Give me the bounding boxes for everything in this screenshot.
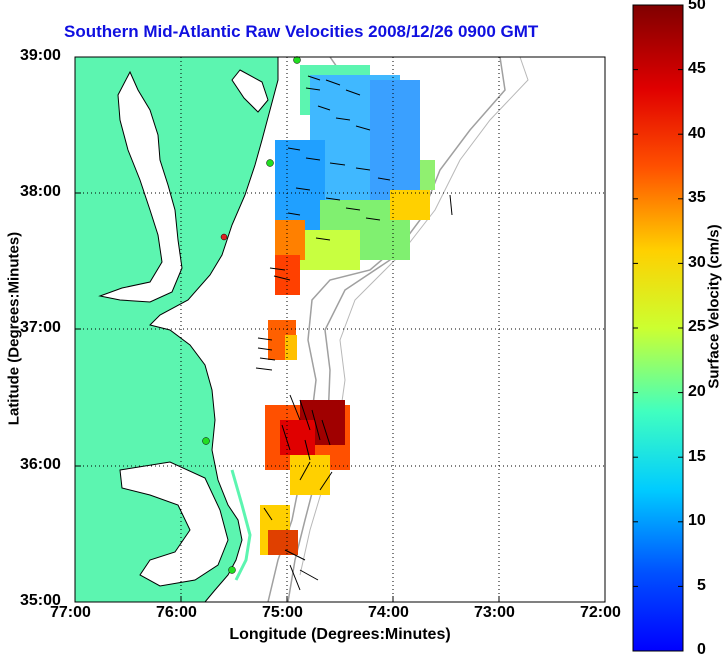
colorbar-tick-label: 20 — [688, 383, 706, 400]
colorbar-tick-label: 40 — [688, 125, 706, 142]
colorbar-ticks — [633, 69, 683, 587]
colorbar-tick-label: 5 — [697, 577, 706, 594]
x-tick-label: 73:00 — [474, 604, 515, 621]
y-tick-label: 38:00 — [20, 183, 61, 200]
y-tick-label: 39:00 — [20, 47, 61, 64]
axis-ticks — [75, 192, 500, 602]
x-tick-label: 77:00 — [50, 604, 91, 621]
chesapeake-bay — [98, 70, 183, 303]
station-marker-3 — [220, 233, 228, 241]
y-tick-label: 36:00 — [20, 456, 61, 473]
station-marker-4 — [202, 437, 210, 445]
colorbar-label: Surface Velocity (cm/s) — [705, 224, 723, 389]
x-tick-label: 75:00 — [262, 604, 303, 621]
grid-lines — [75, 57, 605, 602]
x-tick-label: 76:00 — [156, 604, 197, 621]
colorbar-tick-label: 50 — [688, 0, 706, 13]
x-tick-label: 72:00 — [580, 604, 621, 621]
y-tick-label: 35:00 — [20, 592, 61, 609]
x-axis-label: Longitude (Degrees:Minutes) — [229, 626, 451, 643]
y-axis-label: Latitude (Degrees:Minutes) — [5, 231, 23, 426]
velocity-field-north — [275, 65, 435, 295]
colorbar-tick-label: 45 — [688, 60, 706, 77]
station-marker-2 — [266, 159, 274, 167]
colorbar-tick-label: 35 — [688, 189, 706, 206]
bathymetry-contour-2 — [287, 57, 506, 602]
colorbar — [632, 4, 684, 652]
colorbar-tick-label: 0 — [697, 641, 706, 658]
map-title: Southern Mid-Atlantic Raw Velocities 200… — [64, 22, 539, 41]
velocity-field-mid — [268, 320, 297, 360]
x-tick-label: 74:00 — [368, 604, 409, 621]
colorbar-tick-label: 30 — [688, 254, 706, 271]
y-tick-label: 37:00 — [20, 319, 61, 336]
station-marker-5 — [228, 566, 236, 574]
station-marker-1 — [293, 56, 301, 64]
barrier-islands — [230, 469, 252, 581]
velocity-field-south — [260, 400, 350, 555]
colorbar-tick-label: 25 — [688, 318, 706, 335]
colorbar-tick-label: 15 — [688, 448, 706, 465]
pamlico-sound — [119, 461, 229, 587]
velocity-vectors — [255, 75, 453, 591]
delaware-bay — [231, 69, 269, 113]
colorbar-tick-label: 10 — [688, 512, 706, 529]
